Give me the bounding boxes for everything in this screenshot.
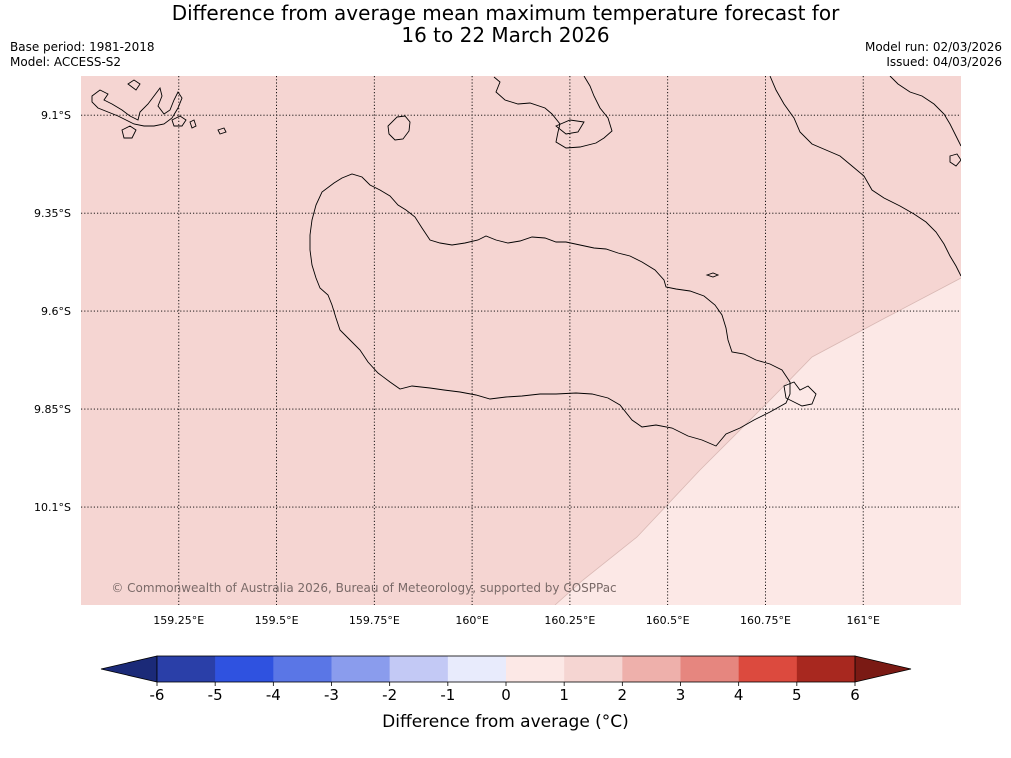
colorbar-tick-label-3: -3 <box>324 686 339 704</box>
colorbar-segment-2 <box>273 656 332 682</box>
coastline <box>91 76 961 447</box>
coast-russell-small-1 <box>121 125 137 139</box>
coast-islet-east <box>705 272 720 278</box>
colorbar-tick-label-11: 5 <box>792 686 802 704</box>
coast-savo <box>387 115 411 141</box>
coast-russell-small-4 <box>217 127 227 135</box>
coast-russell-small-2 <box>171 115 187 127</box>
anomaly-region-0-to-1 <box>555 278 961 605</box>
colorbar-tick-label-5: -1 <box>440 686 455 704</box>
colorbar-tick-label-9: 3 <box>676 686 686 704</box>
colorbar-segment-5 <box>447 656 507 682</box>
lat-tick-label-4: 10.1°S <box>34 501 71 514</box>
lon-tick-label-3: 160°E <box>455 614 488 627</box>
colorbar-segment-1 <box>215 656 274 682</box>
base-period: Base period: 1981-2018 <box>10 40 155 54</box>
coast-florida-inlet <box>555 119 585 135</box>
coast-russell-small-5 <box>127 79 141 91</box>
colorbar-segment-9 <box>680 656 739 682</box>
colorbar-tick-label-6: 0 <box>501 686 511 704</box>
colorbar-segment-6 <box>506 656 565 682</box>
lon-tick-label-1: 159.5°E <box>255 614 299 627</box>
colorbar-under-arrow <box>100 655 158 683</box>
colorbar-segment-11 <box>796 656 856 682</box>
coast-malaita-north <box>889 76 961 147</box>
issued-date: Issued: 04/03/2026 <box>886 55 1002 69</box>
coast-malaita-islet <box>949 153 961 167</box>
colorbar-segment-4 <box>389 656 449 682</box>
lat-tick-label-3: 9.85°S <box>34 403 71 416</box>
lat-tick-label-0: 9.1°S <box>41 109 71 122</box>
graticule <box>81 76 961 605</box>
colorbar-segment-7 <box>564 656 623 682</box>
lat-tick-label-1: 9.35°S <box>34 207 71 220</box>
colorbar-tick-label-8: 2 <box>618 686 628 704</box>
model-run: Model run: 02/03/2026 <box>864 40 1002 54</box>
colorbar-tick-label-2: -4 <box>266 686 281 704</box>
colorbar-segment-10 <box>738 656 798 682</box>
lon-tick-label-0: 159.25°E <box>153 614 204 627</box>
colorbar-segment-3 <box>331 656 390 682</box>
lon-tick-label-4: 160.25°E <box>544 614 595 627</box>
colorbar-label: Difference from average (°C) <box>382 712 629 732</box>
colorbar-tick-label-0: -6 <box>150 686 165 704</box>
model-name: Model: ACCESS-S2 <box>10 55 122 69</box>
copyright-notice: © Commonwealth of Australia 2026, Bureau… <box>111 581 616 595</box>
colorbar-tick-label-10: 4 <box>734 686 744 704</box>
colorbar-tick-label-7: 1 <box>559 686 569 704</box>
lat-tick-label-2: 9.6°S <box>41 305 71 318</box>
map-title-line1: Difference from average mean maximum tem… <box>171 1 840 25</box>
coast-malaita <box>769 76 961 277</box>
colorbar-segment-8 <box>622 656 681 682</box>
coast-marau-islets <box>783 381 817 407</box>
lon-tick-label-5: 160.5°E <box>646 614 690 627</box>
map-title-line2: 16 to 22 March 2026 <box>401 23 610 47</box>
colorbar-over-arrow <box>854 655 912 683</box>
colorbar-segment-0 <box>157 656 216 682</box>
colorbar-tick-label-1: -5 <box>208 686 223 704</box>
colorbar: -6 -5 -4 -3 -2 -1 0 1 2 3 4 5 6 <box>100 655 912 704</box>
lon-tick-label-6: 160.75°E <box>740 614 791 627</box>
coast-florida-islands <box>493 76 613 149</box>
colorbar-tick-label-12: 6 <box>850 686 860 704</box>
colorbar-tick-label-4: -2 <box>382 686 397 704</box>
coast-russell-small-3 <box>189 119 197 129</box>
axis-tick-labels: 159.25°E 159.5°E 159.75°E 160°E 160.25°E 160.… <box>34 109 880 627</box>
coast-russell-islands <box>91 86 183 127</box>
lon-tick-label-2: 159.75°E <box>349 614 400 627</box>
anomaly-boundary <box>554 277 961 605</box>
lon-tick-label-7: 161°E <box>846 614 879 627</box>
